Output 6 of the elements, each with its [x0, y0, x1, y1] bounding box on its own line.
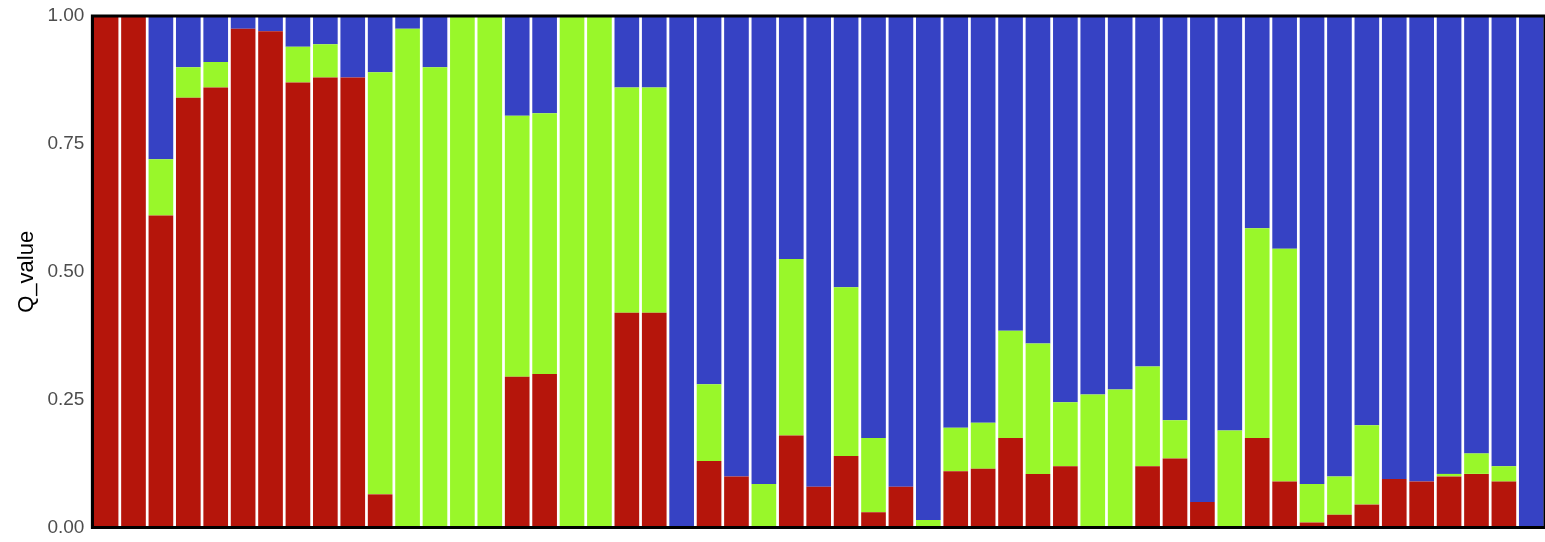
y-axis-title: Q_value [13, 230, 39, 313]
y-tick-label: 0.00 [47, 515, 85, 537]
y-tick-label: 0.50 [47, 260, 85, 282]
y-tick-label: 0.75 [47, 132, 85, 154]
y-tick-label: 1.00 [47, 4, 85, 26]
y-tick-label: 0.25 [47, 387, 85, 409]
